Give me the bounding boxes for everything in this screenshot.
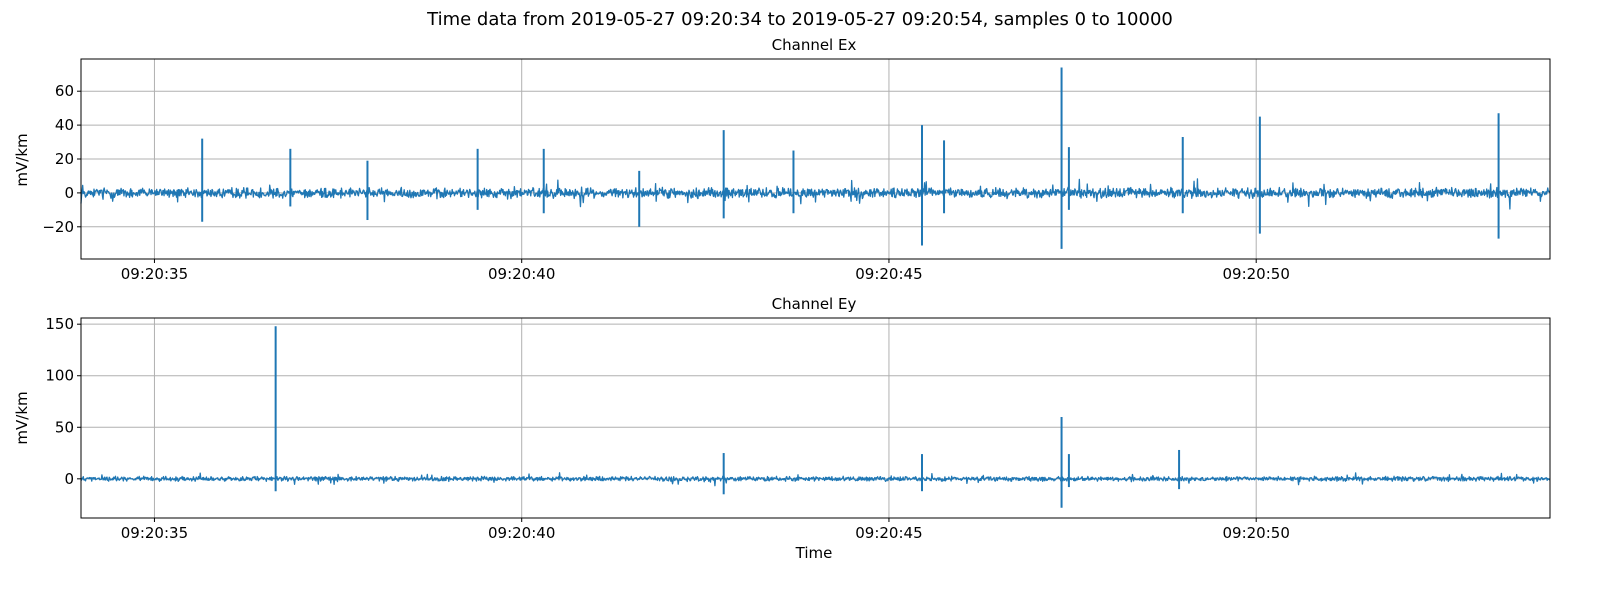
plot-frame — [80, 317, 1551, 519]
y-tick-label: 100 — [45, 367, 74, 385]
grid-lines — [81, 59, 1550, 259]
x-tick-label: 09:20:40 — [488, 524, 555, 542]
grid-lines — [81, 318, 1550, 518]
series-trace — [80, 178, 1551, 210]
x-tick-label: 09:20:50 — [1223, 265, 1290, 283]
chart-panel-ex: Channel Ex mV/km 09:20:35 09:20:40 09:20:4… — [13, 36, 1551, 283]
x-tick-label: 09:20:35 — [121, 265, 188, 283]
y-tick-label: 0 — [64, 184, 74, 202]
plot-frame — [80, 58, 1551, 260]
x-tick-label: 09:20:35 — [121, 524, 188, 542]
x-tick-label: 09:20:45 — [855, 265, 922, 283]
y-tick-label: 0 — [64, 470, 74, 488]
x-axis-label: Time — [795, 544, 833, 562]
series-line — [80, 67, 1551, 249]
chart-title: Channel Ey — [772, 295, 857, 313]
axis-ticks: 09:20:35 09:20:40 09:20:45 09:20:50 150 100 50… — [45, 315, 1290, 542]
chart-panel-ey: Channel Ey mV/km Time 09:20:35 09:20:40 09… — [13, 295, 1551, 562]
x-tick-label: 09:20:40 — [488, 265, 555, 283]
x-tick-label: 09:20:45 — [855, 524, 922, 542]
y-axis-label: mV/km — [13, 133, 31, 186]
y-tick-label: −20 — [42, 218, 74, 236]
y-tick-label: 150 — [45, 315, 74, 333]
series-line — [80, 326, 1551, 508]
figure-title: Time data from 2019-05-27 09:20:34 to 20… — [427, 9, 1173, 30]
axis-ticks: 09:20:35 09:20:40 09:20:45 09:20:50 60 40 20 0 −… — [42, 82, 1290, 283]
chart-title: Channel Ex — [772, 36, 857, 54]
y-tick-label: 60 — [55, 82, 74, 100]
y-axis-label: mV/km — [13, 391, 31, 444]
x-tick-label: 09:20:50 — [1223, 524, 1290, 542]
y-tick-label: 40 — [55, 116, 74, 134]
y-tick-label: 20 — [55, 150, 74, 168]
series-trace — [80, 472, 1551, 487]
y-tick-label: 50 — [55, 418, 74, 436]
